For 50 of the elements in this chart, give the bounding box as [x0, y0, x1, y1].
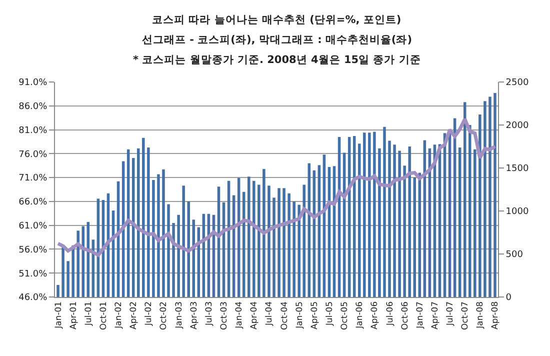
x-tick-label: Jul-04	[264, 301, 275, 327]
x-tick-label: Oct-01	[98, 301, 109, 330]
x-tick-label: Jan-06	[355, 301, 366, 330]
y-tick-label: 66.0%	[18, 198, 48, 208]
text: * 코스피는 월말종가 기준. 2008년 4월은 15일 종가 기준	[133, 54, 421, 66]
x-tick-label: Jan-01	[54, 301, 64, 330]
y-tick-label: 56.0%	[18, 245, 48, 256]
x-tick-label: Apr-06	[370, 301, 380, 330]
x-tick-label: Jul-07	[446, 301, 456, 327]
x-tick-label: Jul-05	[325, 301, 336, 327]
x-tick-label: Jul-06	[385, 301, 396, 327]
y-tick-label: 91.0%	[18, 78, 48, 88]
x-tick-label: Apr-01	[68, 301, 79, 330]
x-tick-label: Oct-04	[280, 301, 290, 330]
y2-tick-label: 1500	[506, 164, 529, 174]
x-tick-label: Jan-03	[174, 301, 184, 330]
y-tick-label: 86.0%	[18, 102, 48, 112]
x-tick-label: Jul-02	[144, 301, 154, 327]
x-tick-label: Jul-03	[204, 301, 214, 327]
chart-title: 코스피 따라 늘어나는 매수추천 (단위=%, 포인트)	[152, 14, 402, 26]
x-tick-label: Jan-02	[114, 301, 124, 330]
x-tick-label: Apr-02	[129, 301, 140, 330]
x-tick-label: Apr-04	[250, 301, 260, 330]
x-tick-label: Oct-05	[340, 301, 350, 330]
x-tick-label: Oct-06	[400, 301, 410, 330]
x-tick-label: Jan-04	[234, 301, 245, 330]
x-tick-label: Apr-07	[430, 301, 440, 330]
chart-subtitle: 선그래프 - 코스피(좌), 막대그래프 : 매수추천비율(좌)	[142, 34, 412, 46]
y-tick-label: 71.0%	[18, 174, 48, 184]
y-tick-label: 76.0%	[18, 150, 48, 160]
y-tick-label: 51.0%	[18, 269, 48, 280]
y2-tick-label: 500	[506, 250, 524, 260]
y-tick-label: 46.0%	[18, 293, 48, 304]
y-tick-label: 81.0%	[18, 126, 48, 136]
x-tick-label: Oct-07	[460, 301, 471, 330]
x-tick-label: Oct-03	[220, 301, 230, 330]
x-tick-label: Apr-08	[490, 301, 501, 330]
y2-tick-label: 1000	[506, 207, 529, 218]
x-tick-label: Jul-01	[84, 301, 94, 327]
x-tick-label: Oct-02	[159, 301, 170, 330]
line-series	[56, 117, 497, 257]
y2-tick-label: 2000	[506, 121, 529, 132]
y2-tick-label: 2500	[506, 78, 529, 88]
y2-tick-label: 0	[506, 293, 512, 304]
y-tick-label: 61.0%	[18, 221, 48, 232]
x-tick-label: Apr-03	[189, 301, 200, 330]
x-tick-label: Jan-05	[294, 301, 305, 330]
x-tick-label: Jan-08	[476, 301, 486, 330]
x-tick-label: Jan-07	[415, 301, 426, 330]
x-tick-label: Apr-05	[310, 301, 320, 330]
